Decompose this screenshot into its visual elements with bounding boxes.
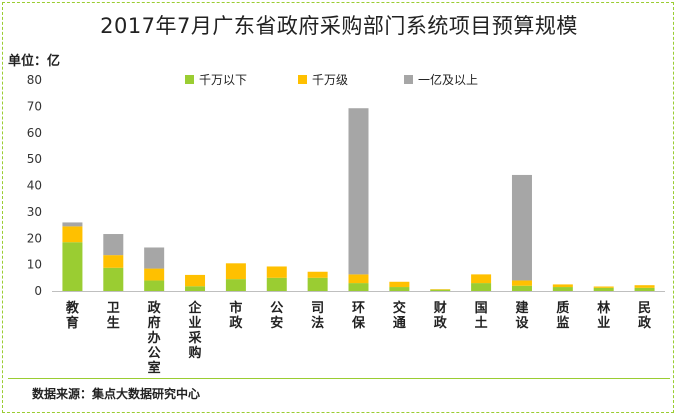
bar-segment [225, 263, 246, 280]
category-label-char: 财 [434, 300, 447, 316]
bar-segment [389, 281, 410, 288]
category-label-char: 公 [148, 346, 161, 361]
category-label-char: 生 [107, 315, 120, 331]
y-tick-label: 40 [27, 179, 42, 193]
bar-segment [144, 247, 165, 269]
legend-label: 千万级 [312, 73, 348, 87]
category-label-char: 国 [475, 301, 488, 316]
bar-segment [471, 274, 492, 284]
category-label-char: 质 [556, 300, 569, 316]
footer-divider [8, 378, 670, 379]
y-tick-label: 20 [27, 231, 42, 245]
category-label-char: 企 [188, 300, 203, 316]
y-tick-label: 30 [27, 205, 42, 219]
bar-segment [103, 267, 124, 291]
category-label-char: 司 [311, 301, 324, 316]
category-label-char: 建 [515, 300, 528, 316]
category-label-char: 府 [148, 315, 161, 331]
category-label-char: 安 [270, 315, 283, 331]
legend-label: 一亿及以上 [418, 72, 478, 87]
bar-segment [144, 268, 165, 281]
bar-segment [62, 222, 83, 227]
bar-segment [185, 286, 206, 291]
category-label-char: 办 [148, 330, 161, 346]
bar-segment [266, 266, 287, 278]
category-label-char: 公 [270, 301, 283, 316]
bar-segment [511, 285, 532, 291]
category-label-char: 设 [515, 316, 529, 331]
category-label-char: 民 [638, 301, 651, 316]
category-label-char: 通 [393, 315, 406, 331]
bar-segment [471, 283, 492, 291]
bar-segment [307, 271, 328, 278]
legend-label: 千万以下 [199, 73, 247, 87]
y-tick-label: 50 [27, 152, 42, 166]
y-tick-label: 0 [34, 284, 42, 298]
category-label-char: 交 [393, 300, 406, 316]
category-label-char: 政 [638, 315, 652, 331]
category-label-char: 业 [189, 315, 202, 331]
bar-segment [103, 255, 124, 268]
category-label-char: 业 [597, 315, 610, 331]
category-label-char: 监 [556, 315, 569, 331]
category-label-char: 环 [352, 301, 365, 316]
bar-segment [430, 289, 451, 290]
category-label-char: 政 [148, 300, 162, 316]
bar-segment [307, 277, 328, 291]
category-label-char: 采 [188, 330, 203, 346]
category-label-char: 法 [311, 315, 324, 331]
y-tick-label: 10 [27, 258, 42, 272]
bar-segment [634, 287, 655, 291]
bar-segment [62, 226, 83, 243]
category-label-char: 市 [229, 300, 242, 316]
bar-segment [389, 287, 410, 291]
category-label-char: 室 [148, 360, 161, 376]
bar-segment [144, 280, 165, 291]
category-label-char: 政 [434, 315, 448, 331]
bar-segment [266, 277, 287, 291]
bar-segment [430, 289, 451, 291]
y-tick-label: 80 [27, 73, 42, 87]
source-note: 数据来源：集点大数据研究中心 [32, 387, 201, 401]
category-label-char: 保 [351, 315, 366, 331]
chart-frame [2, 2, 674, 413]
category-label-char: 土 [475, 315, 488, 331]
y-tick-label: 70 [27, 99, 42, 113]
bar-segment [552, 287, 573, 291]
bar-segment [511, 280, 532, 286]
bar-segment [511, 174, 532, 281]
bar-segment [103, 234, 124, 256]
bar-segment [225, 279, 246, 291]
bar-segment [593, 286, 614, 288]
category-label-char: 政 [229, 315, 243, 331]
bar-segment [62, 242, 83, 291]
category-label-char: 购 [189, 345, 202, 361]
y-tick-label: 60 [27, 126, 42, 140]
category-label-char: 育 [66, 315, 79, 331]
legend-swatch [404, 75, 413, 84]
legend-swatch [298, 75, 307, 84]
legend-swatch [185, 75, 194, 84]
bar-segment [185, 274, 206, 287]
bar-segment [593, 287, 614, 291]
bar-segment [634, 285, 655, 288]
bar-segment [552, 284, 573, 288]
chart-title: 2017年7月广东省政府采购部门系统项目预算规模 [100, 14, 578, 38]
category-label-char: 卫 [107, 301, 120, 316]
bar-segment [348, 274, 369, 284]
category-label-char: 林 [597, 300, 610, 316]
category-label-char: 教 [65, 300, 80, 316]
bar-segment [348, 283, 369, 291]
unit-label: 单位：亿 [8, 54, 61, 69]
bar-segment [348, 108, 369, 275]
